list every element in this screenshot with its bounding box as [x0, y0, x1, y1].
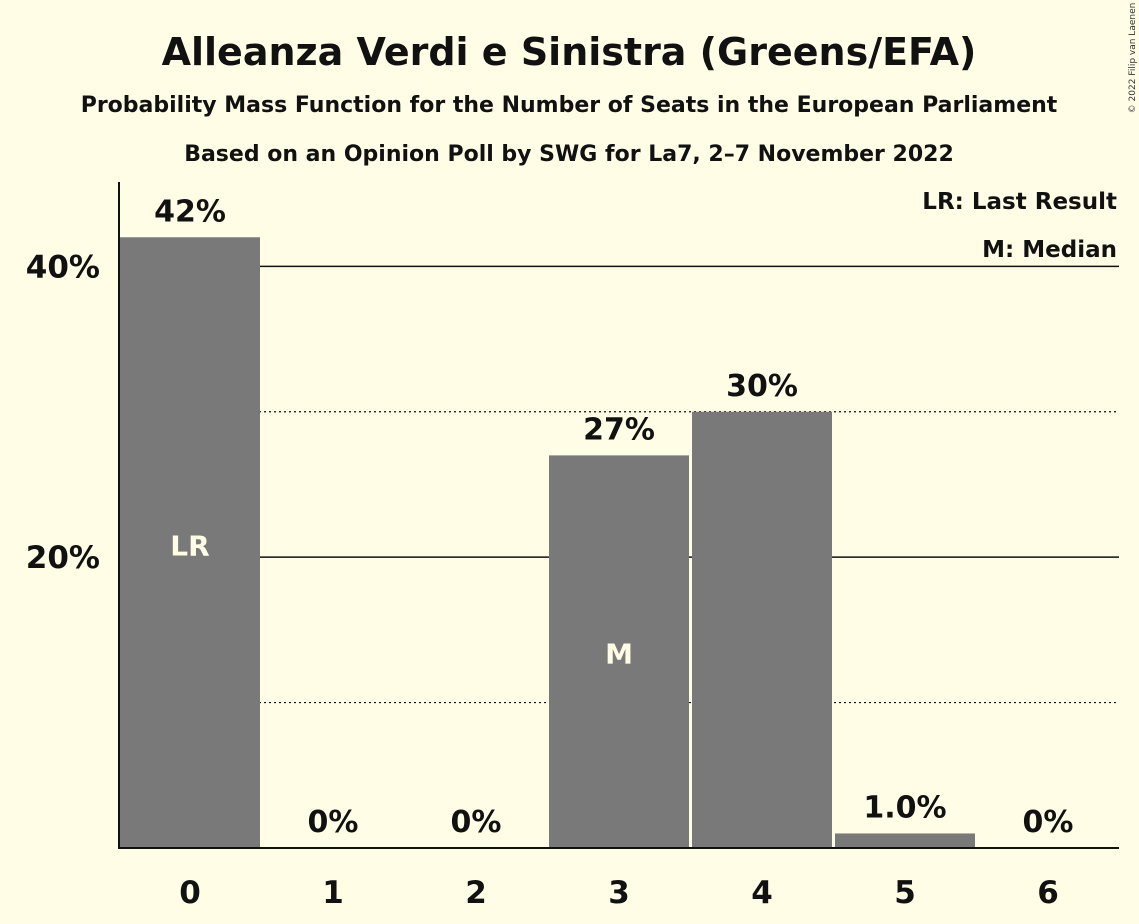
- x-tick-label: 2: [465, 875, 487, 911]
- x-tick-label: 1: [322, 875, 344, 911]
- y-tick-label: 40%: [26, 249, 100, 285]
- bar-value-label: 0%: [1023, 805, 1074, 840]
- chart-subtitle-poll: Based on an Opinion Poll by SWG for La7,…: [184, 142, 954, 167]
- bar-marker-label: LR: [170, 530, 209, 563]
- x-tick-label: 5: [894, 875, 916, 911]
- x-tick-label: 4: [751, 875, 773, 911]
- chart-subtitle: Probability Mass Function for the Number…: [81, 93, 1058, 118]
- bar-value-label: 27%: [583, 412, 655, 447]
- y-tick-label-bg: [18, 242, 104, 291]
- bar-marker-label: M: [605, 638, 633, 671]
- x-ticks: 0 1 2 3 4 5 6: [179, 875, 1059, 911]
- bar-value-label: 0%: [451, 805, 502, 840]
- y-tick-label-bg: [18, 533, 104, 582]
- bar: [120, 237, 260, 849]
- x-tick-label: 6: [1037, 875, 1059, 911]
- bar-value-label: 0%: [308, 805, 359, 840]
- chart-title: Alleanza Verdi e Sinistra (Greens/EFA): [162, 30, 977, 74]
- bar-value-label: 1.0%: [863, 790, 946, 825]
- bar: [692, 411, 832, 848]
- legend-entry-last-result: LR: Last Result: [922, 189, 1117, 215]
- bar-value-label: 42%: [154, 194, 226, 229]
- x-tick-label: 0: [179, 875, 201, 911]
- y-tick-label: 20%: [26, 540, 100, 576]
- legend-entry-median: M: Median: [982, 237, 1117, 263]
- legend: LR: Last Result M: Median: [922, 189, 1117, 263]
- bar-value-label: 30%: [726, 369, 798, 404]
- copyright-text: © 2022 Filip van Laenen: [1128, 3, 1138, 114]
- bars: 42% LR 0% 0% 27% M 30% 1.0% 0%: [120, 194, 1074, 849]
- bar: [835, 833, 975, 848]
- y-ticks: 20% 40%: [18, 242, 104, 582]
- bar: [549, 455, 689, 848]
- x-tick-label: 3: [608, 875, 630, 911]
